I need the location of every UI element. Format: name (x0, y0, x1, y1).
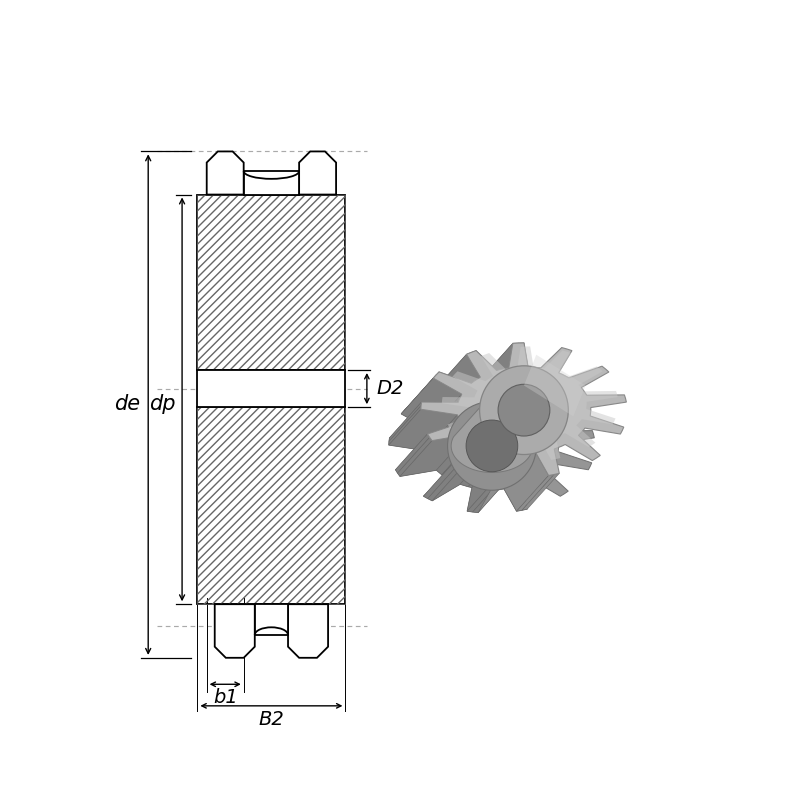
Polygon shape (389, 410, 458, 450)
Polygon shape (439, 350, 476, 388)
Polygon shape (426, 400, 459, 438)
Polygon shape (390, 402, 458, 438)
Text: dp: dp (149, 394, 176, 414)
Polygon shape (465, 370, 500, 406)
Polygon shape (389, 406, 421, 445)
Polygon shape (524, 354, 586, 416)
Polygon shape (442, 346, 618, 461)
Circle shape (466, 420, 518, 472)
Polygon shape (206, 151, 244, 194)
Circle shape (498, 384, 550, 436)
Polygon shape (522, 474, 559, 510)
Polygon shape (244, 171, 299, 194)
Polygon shape (434, 354, 480, 413)
Polygon shape (486, 343, 524, 378)
Polygon shape (404, 372, 439, 410)
Polygon shape (402, 378, 462, 430)
Polygon shape (214, 604, 254, 658)
Polygon shape (460, 449, 500, 486)
Polygon shape (423, 461, 460, 498)
Polygon shape (398, 438, 432, 476)
Polygon shape (439, 382, 474, 419)
Polygon shape (198, 370, 346, 407)
Polygon shape (395, 423, 460, 470)
Polygon shape (254, 604, 288, 635)
Polygon shape (434, 352, 471, 390)
Polygon shape (198, 194, 346, 370)
Polygon shape (407, 372, 471, 419)
Polygon shape (423, 441, 477, 496)
Circle shape (447, 402, 536, 490)
Polygon shape (442, 377, 480, 417)
Polygon shape (198, 407, 346, 604)
Polygon shape (481, 343, 518, 379)
Polygon shape (473, 476, 510, 513)
Polygon shape (517, 474, 554, 511)
Polygon shape (504, 453, 549, 511)
Polygon shape (432, 449, 492, 501)
Polygon shape (500, 367, 541, 404)
Polygon shape (402, 375, 436, 414)
Polygon shape (427, 394, 462, 435)
Polygon shape (451, 401, 565, 473)
Circle shape (480, 366, 568, 454)
Polygon shape (500, 453, 536, 489)
Text: B2: B2 (258, 710, 284, 729)
Polygon shape (299, 151, 336, 194)
Polygon shape (509, 347, 562, 404)
Polygon shape (478, 454, 523, 513)
Polygon shape (437, 434, 474, 474)
Polygon shape (491, 454, 532, 490)
Polygon shape (426, 415, 459, 456)
Polygon shape (288, 604, 328, 658)
Text: b1: b1 (213, 688, 238, 707)
Polygon shape (389, 378, 594, 513)
Text: de: de (114, 394, 140, 414)
Polygon shape (427, 421, 460, 459)
Polygon shape (477, 343, 513, 403)
Polygon shape (496, 366, 532, 402)
Polygon shape (468, 368, 509, 405)
Polygon shape (421, 343, 626, 477)
Polygon shape (467, 452, 504, 511)
Polygon shape (400, 434, 469, 476)
Polygon shape (442, 439, 477, 477)
Text: D2: D2 (376, 379, 403, 398)
Polygon shape (444, 350, 497, 406)
Polygon shape (492, 343, 528, 402)
Polygon shape (467, 475, 505, 512)
Polygon shape (389, 402, 422, 442)
Polygon shape (395, 434, 430, 473)
Polygon shape (428, 463, 464, 501)
Polygon shape (468, 451, 504, 487)
